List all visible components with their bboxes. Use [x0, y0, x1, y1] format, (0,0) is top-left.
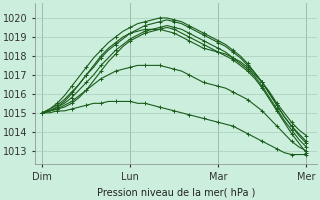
X-axis label: Pression niveau de la mer( hPa ): Pression niveau de la mer( hPa ) — [97, 187, 255, 197]
